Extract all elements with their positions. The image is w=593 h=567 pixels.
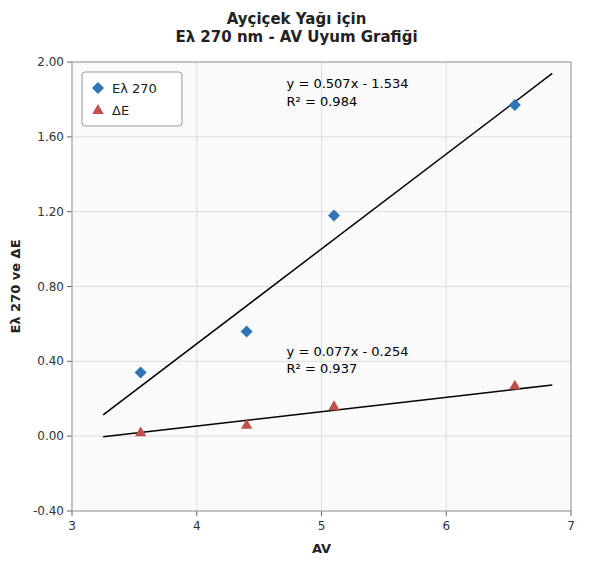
tick-mark — [72, 511, 73, 516]
text-line: R² = 0.984 — [287, 94, 358, 109]
tick-label: 0.40 — [37, 354, 64, 368]
tick-mark — [571, 511, 572, 516]
tick-mark — [446, 511, 447, 516]
data-point — [509, 380, 520, 390]
tick-mark — [67, 286, 72, 287]
title: Ayçiçek Yağı içinEλ 270 nm - AV Uyum Gra… — [175, 10, 417, 46]
tick-label: 4 — [193, 519, 201, 533]
tick-mark — [67, 136, 72, 137]
text-line: R² = 0.937 — [287, 361, 358, 376]
chart: Ayçiçek Yağı içinEλ 270 nm - AV Uyum Gra… — [0, 0, 593, 567]
tick-mark — [67, 361, 72, 362]
tick-label: 1.60 — [37, 130, 64, 144]
text-line: Ayçiçek Yağı için — [227, 10, 367, 28]
tick-label: 0.00 — [37, 429, 64, 443]
tick-label: 2.00 — [37, 55, 64, 69]
data-point — [135, 367, 147, 379]
data-point — [135, 426, 146, 436]
trend-line — [103, 385, 552, 437]
plot-frame — [72, 62, 571, 511]
tick-mark — [67, 211, 72, 212]
legend-swatch — [92, 104, 103, 114]
data-point — [328, 209, 340, 221]
tick-label: -0.40 — [33, 504, 64, 518]
legend-label: Eλ 270 — [112, 81, 157, 96]
tick-label: 5 — [318, 519, 326, 533]
grid-line — [446, 62, 447, 511]
text-line: y = 0.077x - 0.254 — [287, 344, 409, 359]
tick-mark — [67, 62, 72, 63]
plot-background — [72, 62, 571, 511]
y-axis-label: Eλ 270 ve ΔE — [8, 239, 23, 333]
grid-line — [321, 62, 322, 511]
tick-mark — [196, 511, 197, 516]
legend-box — [82, 72, 182, 126]
tick-label: 3 — [68, 519, 76, 533]
legend-label: ΔE — [112, 103, 129, 118]
tick-label: 7 — [567, 519, 575, 533]
data-point — [241, 419, 252, 429]
grid — [72, 62, 571, 511]
tick-mark — [67, 436, 72, 437]
text-line: y = 0.507x - 1.534 — [287, 76, 409, 91]
tick-label: 0.80 — [37, 280, 64, 294]
data-point — [509, 99, 521, 111]
annotation: y = 0.507x - 1.534 R² = 0.984 — [287, 76, 409, 109]
text-line: Eλ 270 nm - AV Uyum Grafiği — [175, 28, 417, 46]
legend: Eλ 270 ΔE — [82, 72, 182, 126]
data-point — [328, 400, 339, 410]
annotation: y = 0.077x - 0.254 R² = 0.937 — [287, 344, 409, 377]
legend-swatch — [92, 82, 104, 94]
tick-label: 6 — [442, 519, 450, 533]
plot-area — [103, 73, 552, 436]
data-point — [241, 325, 253, 337]
x-axis-label: AV — [312, 541, 331, 556]
tick-mark — [321, 511, 322, 516]
tick-label: 1.20 — [37, 205, 64, 219]
tick-mark — [67, 511, 72, 512]
grid-line — [196, 62, 197, 511]
